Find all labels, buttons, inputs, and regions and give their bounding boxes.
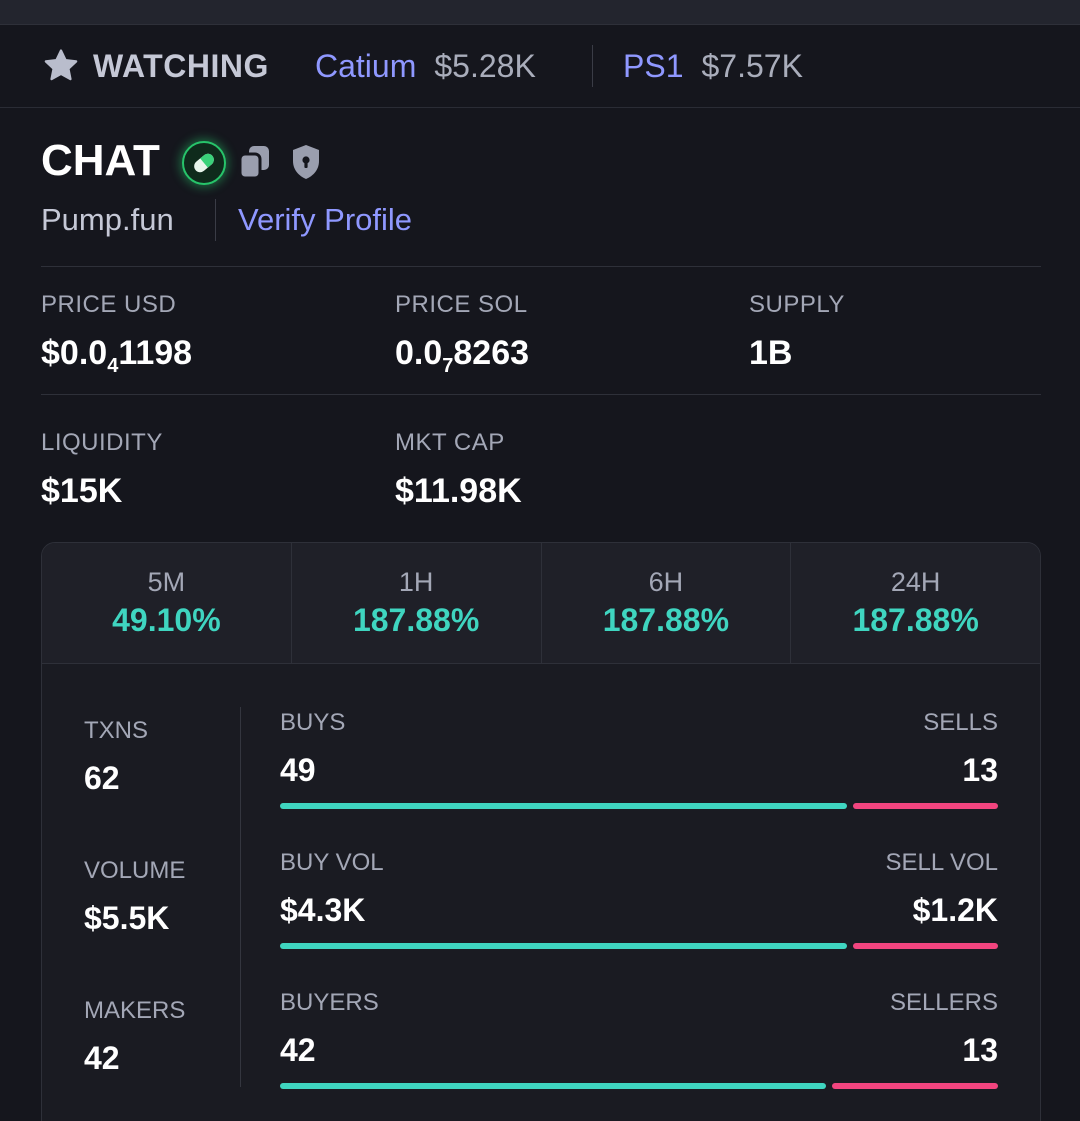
sellers-label: SELLERS: [889, 989, 998, 1016]
watchlist-item-name: Catium: [315, 48, 417, 84]
watchlist-divider: [592, 45, 593, 87]
token-name: CHAT: [41, 136, 160, 185]
watching-label: WATCHING: [93, 48, 269, 84]
makers-label: MAKERS: [84, 997, 186, 1024]
copy-icon[interactable]: [237, 142, 273, 182]
supply-label: SUPPLY: [749, 291, 845, 318]
watchlist-item-name: PS1: [623, 48, 684, 84]
txns-label: TXNS: [84, 717, 149, 744]
sells-label: SELLS: [923, 709, 998, 736]
sells-value: 13: [962, 752, 998, 788]
sellers-value: 13: [962, 1032, 998, 1068]
buyers-value: 42: [280, 1032, 316, 1068]
star-icon[interactable]: [42, 47, 80, 85]
mkt-cap-label: MKT CAP: [395, 429, 505, 456]
liquidity-value: $15K: [41, 472, 123, 510]
tab-change-value: 187.88%: [602, 602, 730, 638]
watchlist-item-catium[interactable]: Catium $5.28K: [315, 47, 536, 85]
buyers-label: BUYERS: [280, 989, 379, 1016]
sell-bar: [853, 943, 998, 949]
top-strip: [0, 0, 1080, 25]
buys-sells-block: BUYS SELLS 49 13: [280, 709, 998, 819]
buy-bar: [280, 803, 847, 809]
ratio-bar: [280, 943, 998, 949]
metrics-divider: [240, 707, 241, 1087]
buys-value: 49: [280, 752, 316, 788]
price-usd-value: $0.041198: [41, 334, 193, 377]
sell-bar: [853, 803, 998, 809]
makers-value: 42: [84, 1040, 120, 1076]
ratio-bar: [280, 803, 998, 809]
sell-vol-label: SELL VOL: [885, 849, 998, 876]
buyers-sellers-block: BUYERS SELLERS 42 13: [280, 989, 998, 1099]
verify-profile-link[interactable]: Verify Profile: [238, 202, 413, 237]
watchlist-item-ps1[interactable]: PS1 $7.57K: [623, 47, 803, 85]
platform-divider: [215, 199, 216, 241]
liquidity-label: LIQUIDITY: [41, 429, 163, 456]
watchlist-item-value: $5.28K: [434, 48, 536, 84]
price-usd-label: PRICE USD: [41, 291, 177, 318]
volume-label: VOLUME: [84, 857, 186, 884]
buys-label: BUYS: [280, 709, 346, 736]
supply-value: 1B: [749, 334, 793, 372]
divider: [41, 394, 1041, 395]
tab-label: 5M: [147, 567, 186, 597]
txns-value: 62: [84, 760, 120, 796]
mkt-cap-value: $11.98K: [395, 472, 522, 510]
price-sol-label: PRICE SOL: [395, 291, 528, 318]
buy-vol-value: $4.3K: [280, 892, 366, 928]
ratio-bar: [280, 1083, 998, 1089]
buy-bar: [280, 943, 847, 949]
watchlist-item-value: $7.57K: [701, 48, 803, 84]
watchlist-bar: WATCHING Catium $5.28K PS1 $7.57K: [0, 25, 1080, 108]
buy-bar: [280, 1083, 826, 1089]
shield-lock-icon[interactable]: [289, 142, 323, 182]
tab-6h[interactable]: 6H 187.88%: [541, 543, 792, 663]
tab-change-value: 187.88%: [352, 602, 480, 638]
tab-24h[interactable]: 24H 187.88%: [791, 543, 1040, 663]
tab-label: 1H: [398, 567, 434, 597]
sell-bar: [832, 1083, 998, 1089]
volume-value: $5.5K: [84, 900, 170, 936]
stats-card: 5M 49.10% 1H 187.88% 6H 187.88% 24H 187.…: [41, 542, 1041, 1121]
tab-5m[interactable]: 5M 49.10%: [42, 543, 292, 663]
pill-icon[interactable]: [182, 141, 226, 185]
buy-vol-label: BUY VOL: [280, 849, 384, 876]
tab-label: 24H: [890, 567, 941, 597]
tab-change-value: 49.10%: [112, 602, 221, 638]
tab-label: 6H: [648, 567, 684, 597]
divider: [41, 266, 1041, 267]
timeframe-tabs: 5M 49.10% 1H 187.88% 6H 187.88% 24H 187.…: [42, 543, 1040, 664]
tab-1h[interactable]: 1H 187.88%: [291, 543, 542, 663]
platform-label: Pump.fun: [41, 202, 174, 237]
buy-sell-volume-block: BUY VOL SELL VOL $4.3K $1.2K: [280, 849, 998, 959]
price-sol-value: 0.078263: [395, 334, 530, 377]
tab-change-value: 187.88%: [852, 602, 979, 638]
sell-vol-value: $1.2K: [912, 892, 998, 928]
